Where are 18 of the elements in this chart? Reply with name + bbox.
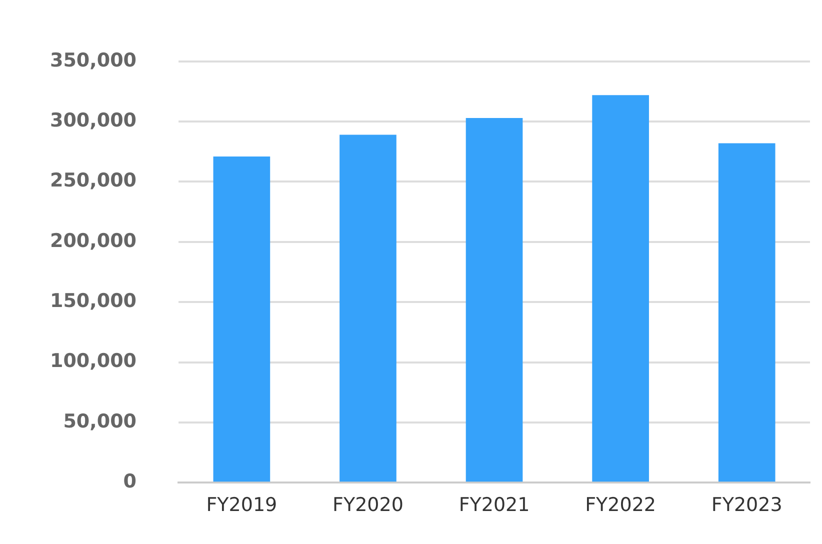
y-tick-label: 150,000	[50, 290, 137, 312]
bar	[592, 95, 649, 482]
x-tick-label: FY2021	[458, 494, 530, 516]
bar	[340, 134, 396, 482]
y-tick-label: 350,000	[50, 49, 137, 72]
x-tick-label: FY2023	[711, 494, 782, 516]
y-tick-label: 200,000	[50, 230, 137, 252]
bar	[213, 156, 270, 482]
y-tick-label: 50,000	[63, 410, 137, 432]
bar	[466, 118, 523, 482]
y-tick-label: 250,000	[50, 170, 137, 192]
y-tick-label: 0	[123, 470, 137, 493]
y-tick-label: 100,000	[50, 350, 137, 372]
x-tick-label: FY2019	[206, 494, 278, 516]
x-tick-label: FY2022	[585, 494, 656, 516]
bar	[718, 143, 776, 482]
y-tick-label: 300,000	[50, 110, 137, 132]
x-tick-label: FY2020	[332, 494, 404, 516]
